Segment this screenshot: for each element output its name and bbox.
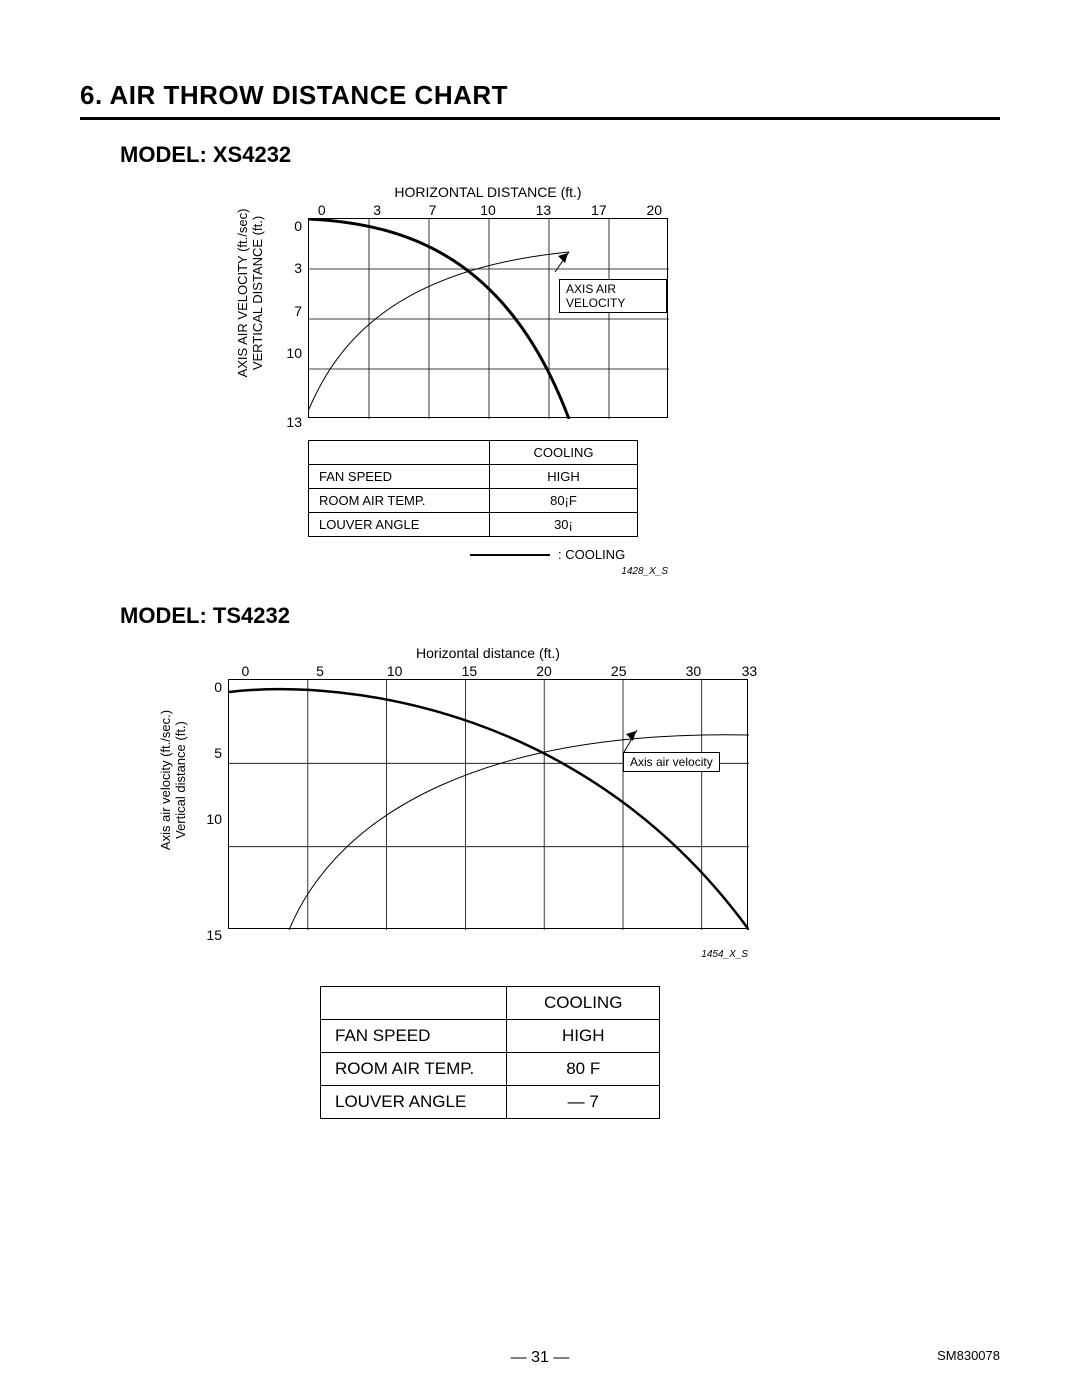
chart1-arrow-head (558, 253, 568, 263)
xtick: 10 (357, 663, 432, 679)
chart2-callout: Axis air velocity (623, 752, 720, 772)
chart1-y-ticks: 0 3 7 10 13 (280, 218, 308, 430)
chart1-thin-curve (309, 252, 569, 409)
td: FAN SPEED (309, 465, 490, 489)
ytick: 10 (280, 345, 302, 387)
xtick: 5 (283, 663, 358, 679)
xtick: 25 (581, 663, 656, 679)
ytick: 13 (280, 388, 302, 430)
chart2-y-labels: Axis air velocity (ft./sec.) Vertical di… (158, 695, 188, 865)
chart1-x-title: HORIZONTAL DISTANCE (ft.) (308, 184, 668, 200)
y-label-2: Vertical distance (ft.) (173, 695, 188, 865)
xtick: 33 (731, 663, 768, 679)
xtick: 13 (516, 202, 571, 218)
chart2-figcode: 1454_X_S (228, 949, 748, 960)
doc-code: SM830078 (937, 1348, 1000, 1363)
chart2-svg (229, 680, 749, 930)
ytick: 15 (200, 877, 222, 943)
legend-label: : COOLING (558, 547, 625, 562)
xtick: 15 (432, 663, 507, 679)
td: 80¡F (489, 489, 637, 513)
xtick: 3 (349, 202, 404, 218)
td: 30¡ (489, 513, 637, 537)
model-title-2: MODEL: TS4232 (80, 603, 1000, 629)
chart2-y-ticks: 0 5 10 15 (200, 679, 228, 943)
chart1-legend: : COOLING (470, 547, 700, 562)
model-title-1: MODEL: XS4232 (80, 142, 1000, 168)
y-label-2: VERTICAL DISTANCE (ft.) (250, 203, 265, 383)
xtick: 7 (405, 202, 460, 218)
chart1-svg (309, 219, 669, 419)
ytick: 5 (200, 745, 222, 811)
legend-line-icon (470, 554, 550, 556)
td: LOUVER ANGLE (321, 1086, 507, 1119)
td: HIGH (507, 1020, 660, 1053)
td: HIGH (489, 465, 637, 489)
chart2-x-ticks: 0 5 10 15 20 25 30 33 (208, 663, 768, 679)
chart2-block: Horizontal distance (ft.) 0 5 10 15 20 2… (200, 645, 780, 1119)
td: 80 F (507, 1053, 660, 1086)
td: ROOM AIR TEMP. (321, 1053, 507, 1086)
ytick: 0 (280, 218, 302, 260)
chart1-callout: AXIS AIR VELOCITY (559, 279, 667, 313)
chart1-figcode: 1428_X_S (308, 566, 668, 577)
xtick: 20 (507, 663, 582, 679)
xtick: 10 (460, 202, 515, 218)
chart1-table: COOLING FAN SPEEDHIGH ROOM AIR TEMP.80¡F… (308, 440, 638, 537)
td: — 7 (507, 1086, 660, 1119)
chart1-block: HORIZONTAL DISTANCE (ft.) 0 3 7 10 13 17… (280, 184, 700, 577)
ytick: 10 (200, 811, 222, 877)
chart1-y-labels: AXIS AIR VELOCITY (ft./sec) VERTICAL DIS… (235, 203, 265, 383)
xtick: 0 (208, 663, 283, 679)
y-label-1: Axis air velocity (ft./sec.) (158, 695, 173, 865)
chart1-x-ticks: 0 3 7 10 13 17 20 (294, 202, 682, 218)
page-number: — 31 — (0, 1349, 1080, 1367)
th (309, 441, 490, 465)
xtick: 17 (571, 202, 626, 218)
td: LOUVER ANGLE (309, 513, 490, 537)
td: FAN SPEED (321, 1020, 507, 1053)
chart2-plot: Axis air velocity (228, 679, 748, 929)
th: COOLING (507, 987, 660, 1020)
td: ROOM AIR TEMP. (309, 489, 490, 513)
th (321, 987, 507, 1020)
ytick: 3 (280, 260, 302, 302)
section-title: 6. AIR THROW DISTANCE CHART (80, 80, 1000, 120)
chart2-table: COOLING FAN SPEEDHIGH ROOM AIR TEMP.80 F… (320, 986, 660, 1119)
chart1-plot: AXIS AIR VELOCITY (308, 218, 668, 418)
y-label-1: AXIS AIR VELOCITY (ft./sec) (235, 203, 250, 383)
chart2-thick-curve (229, 689, 749, 930)
xtick: 0 (294, 202, 349, 218)
xtick: 30 (656, 663, 731, 679)
xtick: 20 (627, 202, 682, 218)
th: COOLING (489, 441, 637, 465)
chart2-x-title: Horizontal distance (ft.) (228, 645, 748, 661)
ytick: 0 (200, 679, 222, 745)
ytick: 7 (280, 303, 302, 345)
